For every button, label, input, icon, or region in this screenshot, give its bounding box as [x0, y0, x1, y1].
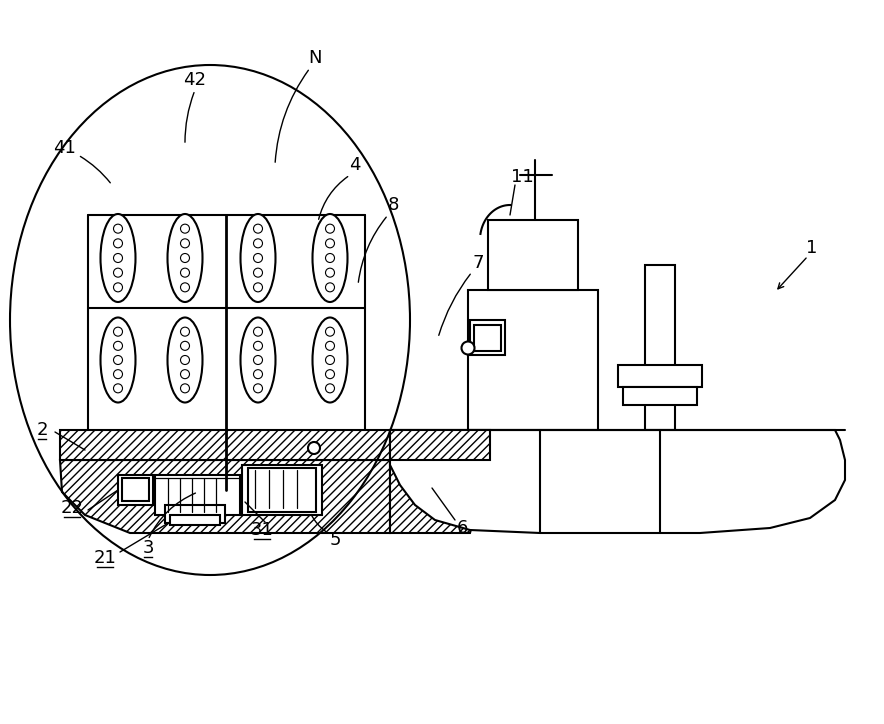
Ellipse shape — [308, 442, 320, 454]
Ellipse shape — [180, 355, 189, 364]
Text: 5: 5 — [329, 531, 340, 549]
Bar — [165, 505, 225, 523]
Bar — [470, 320, 505, 355]
Ellipse shape — [113, 355, 123, 364]
Ellipse shape — [254, 384, 263, 393]
Ellipse shape — [101, 214, 135, 302]
Ellipse shape — [254, 253, 263, 263]
Ellipse shape — [113, 327, 123, 336]
Ellipse shape — [254, 239, 263, 248]
Ellipse shape — [325, 224, 334, 233]
Ellipse shape — [254, 341, 263, 350]
Text: 6: 6 — [456, 519, 468, 537]
Ellipse shape — [254, 370, 263, 379]
Text: 22: 22 — [60, 499, 83, 517]
Ellipse shape — [325, 341, 334, 350]
Ellipse shape — [325, 370, 334, 379]
Ellipse shape — [113, 384, 123, 393]
Ellipse shape — [254, 327, 263, 336]
Ellipse shape — [325, 283, 334, 292]
Bar — [468, 290, 598, 430]
Text: 31: 31 — [250, 521, 273, 539]
Ellipse shape — [180, 283, 189, 292]
Text: 4: 4 — [349, 156, 361, 174]
Ellipse shape — [461, 342, 475, 355]
Ellipse shape — [167, 214, 202, 302]
Bar — [122, 478, 149, 501]
Text: 42: 42 — [184, 71, 207, 89]
Ellipse shape — [254, 268, 263, 277]
Ellipse shape — [113, 239, 123, 248]
Ellipse shape — [167, 318, 202, 403]
Text: 3: 3 — [142, 539, 154, 557]
Ellipse shape — [325, 384, 334, 393]
Bar — [623, 387, 697, 405]
Ellipse shape — [113, 268, 123, 277]
Polygon shape — [390, 430, 845, 533]
Ellipse shape — [254, 224, 263, 233]
Ellipse shape — [325, 355, 334, 364]
Ellipse shape — [325, 268, 334, 277]
Ellipse shape — [113, 341, 123, 350]
Ellipse shape — [254, 355, 263, 364]
Text: 11: 11 — [511, 168, 533, 186]
Ellipse shape — [180, 253, 189, 263]
Text: 41: 41 — [54, 139, 76, 157]
Text: N: N — [309, 49, 322, 67]
Text: 2: 2 — [36, 421, 48, 439]
Ellipse shape — [180, 268, 189, 277]
Bar — [248, 468, 316, 512]
Ellipse shape — [325, 239, 334, 248]
Ellipse shape — [180, 370, 189, 379]
Bar — [645, 265, 675, 430]
Ellipse shape — [180, 224, 189, 233]
Ellipse shape — [180, 327, 189, 336]
Ellipse shape — [113, 224, 123, 233]
Polygon shape — [390, 460, 490, 533]
Ellipse shape — [240, 318, 276, 403]
Bar — [242, 465, 322, 515]
Ellipse shape — [113, 283, 123, 292]
Bar — [118, 475, 153, 505]
Bar — [170, 515, 220, 525]
Ellipse shape — [254, 283, 263, 292]
Ellipse shape — [180, 384, 189, 393]
Bar — [474, 325, 501, 351]
Bar — [488, 220, 578, 290]
Bar — [618, 365, 702, 387]
Ellipse shape — [101, 318, 135, 403]
Ellipse shape — [325, 253, 334, 263]
Text: 21: 21 — [94, 549, 117, 567]
Text: 8: 8 — [387, 196, 399, 214]
Ellipse shape — [240, 214, 276, 302]
Polygon shape — [60, 460, 390, 533]
Ellipse shape — [180, 341, 189, 350]
Text: 1: 1 — [806, 239, 818, 257]
Bar — [155, 475, 240, 515]
Ellipse shape — [113, 253, 123, 263]
Polygon shape — [60, 430, 390, 460]
Ellipse shape — [180, 239, 189, 248]
Text: 7: 7 — [472, 254, 484, 272]
Polygon shape — [390, 430, 490, 460]
Ellipse shape — [313, 214, 347, 302]
Ellipse shape — [325, 327, 334, 336]
Ellipse shape — [113, 370, 123, 379]
Ellipse shape — [313, 318, 347, 403]
